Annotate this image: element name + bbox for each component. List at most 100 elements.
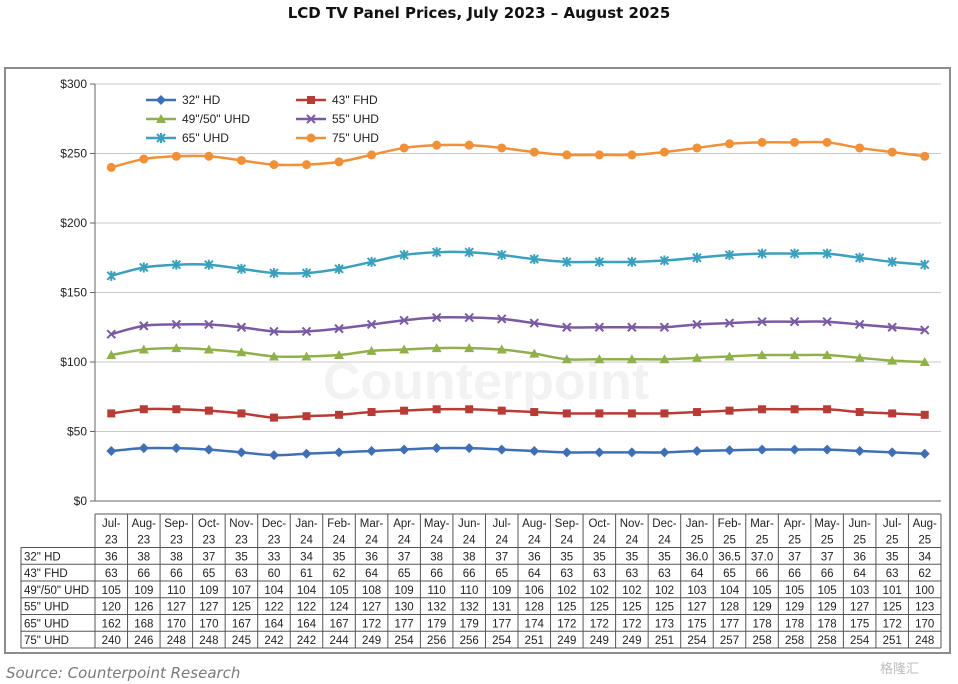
data-point <box>626 447 637 458</box>
table-cell: 125 <box>655 602 674 614</box>
data-point <box>529 445 540 456</box>
data-point <box>627 150 637 160</box>
data-point <box>888 409 897 418</box>
data-point <box>530 408 539 417</box>
data-point <box>692 143 702 153</box>
x-category-label: 24 <box>333 535 346 547</box>
data-point <box>789 316 800 327</box>
data-point <box>236 155 246 165</box>
data-point <box>302 160 311 170</box>
data-point <box>106 162 116 172</box>
data-point <box>139 405 148 414</box>
table-cell: 248 <box>167 635 186 647</box>
data-point <box>823 405 832 414</box>
table-cell: 170 <box>167 618 186 630</box>
data-point <box>269 413 278 422</box>
data-point <box>789 350 800 360</box>
data-point <box>204 151 214 161</box>
x-category-label: Mar- <box>750 518 774 530</box>
table-cell: 249 <box>622 635 641 647</box>
table-cell: 174 <box>525 618 545 630</box>
table-cell: 38 <box>137 551 150 563</box>
data-point <box>725 139 734 149</box>
y-tick-label: $300 <box>60 77 87 91</box>
data-point <box>919 357 930 366</box>
table-cell: 63 <box>593 568 606 580</box>
table-cell: 177 <box>492 618 511 630</box>
table-cell: 105 <box>785 585 804 597</box>
data-point <box>920 259 930 270</box>
data-point <box>692 408 701 417</box>
x-category-label: Feb- <box>327 518 351 530</box>
data-point <box>464 140 474 150</box>
table-cell: 124 <box>329 602 349 614</box>
table-cell: 104 <box>264 585 284 597</box>
data-point <box>724 445 735 456</box>
table-cell: 36 <box>853 551 866 563</box>
table-cell: 102 <box>655 585 674 597</box>
x-category-label: 24 <box>528 535 541 547</box>
data-point <box>594 322 605 332</box>
x-category-label: 23 <box>105 535 118 547</box>
data-point <box>106 270 116 281</box>
x-category-label: 24 <box>495 535 508 547</box>
data-point <box>268 351 279 361</box>
data-point <box>822 248 832 259</box>
table-cell: 64 <box>528 568 541 580</box>
table-cell: 35 <box>625 551 638 563</box>
table-cell: 105 <box>818 585 837 597</box>
data-point <box>171 319 182 330</box>
table-cell: 178 <box>818 618 837 630</box>
table-cell: 63 <box>625 568 638 580</box>
data-point <box>529 147 539 157</box>
table-cell: 242 <box>264 635 283 647</box>
table-cell: 125 <box>622 602 641 614</box>
table-cell: 130 <box>395 602 414 614</box>
table-cell: 249 <box>557 635 576 647</box>
data-point <box>822 316 832 327</box>
data-point <box>920 410 929 419</box>
x-category-label: Apr- <box>393 518 415 530</box>
table-cell: 122 <box>297 602 316 614</box>
x-category-label: 23 <box>202 535 215 547</box>
data-point <box>691 352 702 362</box>
data-point <box>301 448 312 459</box>
data-point <box>627 409 636 418</box>
data-point <box>854 352 865 362</box>
data-point <box>822 350 833 360</box>
data-point <box>106 445 117 456</box>
table-cell: 62 <box>918 568 931 580</box>
table-cell: 251 <box>525 635 544 647</box>
table-cell: 249 <box>590 635 609 647</box>
table-cell: 254 <box>492 635 512 647</box>
data-point <box>561 354 572 364</box>
table-cell: 242 <box>297 635 316 647</box>
x-category-label: 24 <box>658 535 671 547</box>
table-cell: 177 <box>720 618 739 630</box>
data-point <box>236 347 247 357</box>
table-series-name: 65" UHD <box>24 618 69 630</box>
y-tick-label: $150 <box>60 286 87 300</box>
data-point <box>887 447 898 458</box>
data-point <box>399 249 409 260</box>
x-category-label: 23 <box>268 535 281 547</box>
legend-label: 55" UHD <box>332 112 379 126</box>
table-cell: 103 <box>850 585 869 597</box>
y-tick-label: $100 <box>60 355 87 369</box>
table-cell: 64 <box>365 568 378 580</box>
data-point <box>757 444 768 455</box>
data-point <box>822 444 833 455</box>
data-point <box>757 316 767 327</box>
data-point <box>139 154 149 164</box>
data-point <box>334 323 344 334</box>
table-cell: 244 <box>329 635 349 647</box>
data-point <box>529 318 539 328</box>
data-point <box>595 409 604 418</box>
table-cell: 103 <box>687 585 706 597</box>
data-point <box>269 268 279 279</box>
table-cell: 37 <box>495 551 508 563</box>
table-cell: 63 <box>235 568 248 580</box>
source-note: Source: Counterpoint Research <box>6 664 241 682</box>
data-point <box>366 345 377 355</box>
table-cell: 64 <box>691 568 704 580</box>
